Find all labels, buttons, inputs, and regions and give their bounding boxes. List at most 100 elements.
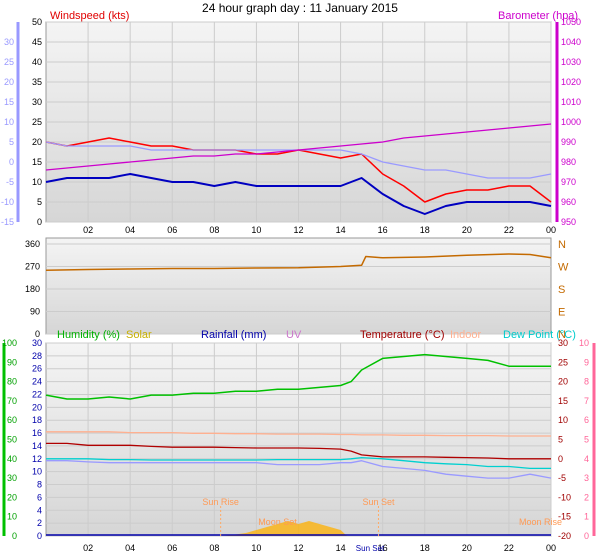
feel-tick-label: 15 xyxy=(4,97,14,107)
windavg-line xyxy=(45,173,552,215)
temp-tick-label: 15 xyxy=(558,396,568,406)
temp-tick-label: 5 xyxy=(558,435,563,445)
baro-tick-label: 980 xyxy=(561,157,576,167)
direction-compass-label: S xyxy=(558,284,565,296)
temp-tick-label: 0 xyxy=(558,454,563,464)
sunset-label: Sun Set xyxy=(362,497,395,507)
rain-tick-label: 24 xyxy=(32,377,42,387)
uv-tick-label: 5 xyxy=(584,435,589,445)
rain-tick-label: 30 xyxy=(32,338,42,348)
x-tick-label: 14 xyxy=(336,543,346,553)
temp-tick-label: -20 xyxy=(558,531,571,541)
baro-tick-label: 990 xyxy=(561,137,576,147)
rain-tick-label: 18 xyxy=(32,415,42,425)
sun-axis-label: Sun Set xyxy=(356,544,385,553)
wind-panel-series xyxy=(45,123,552,215)
x-tick-label: 08 xyxy=(209,225,219,235)
chart-title: 24 hour graph day : 11 January 2015 xyxy=(202,1,398,15)
windspeed-label: Windspeed (kts) xyxy=(50,10,129,22)
moonrise-label: Moon Rise xyxy=(519,517,562,527)
direction-tick-label: 270 xyxy=(25,262,40,272)
temperature-label: Temperature (°C) xyxy=(360,329,444,341)
rain-tick-label: 4 xyxy=(37,505,42,515)
baro-tick-label: 1000 xyxy=(561,117,581,127)
wind-tick-label: 5 xyxy=(37,197,42,207)
solar-area xyxy=(224,521,347,536)
moonset-label: Moon Set xyxy=(258,517,297,527)
direction-tick-label: 90 xyxy=(30,307,40,317)
feel-tick-label: 25 xyxy=(4,57,14,67)
humidity-tick-label: 90 xyxy=(7,357,17,367)
dewpoint-line xyxy=(46,456,551,470)
x-tick-label: 12 xyxy=(293,543,303,553)
feel-tick-label: -10 xyxy=(1,197,14,207)
uv-tick-label: 8 xyxy=(584,377,589,387)
feel-tick-label: -15 xyxy=(1,217,14,227)
x-tick-label: 14 xyxy=(336,225,346,235)
wind-tick-label: 15 xyxy=(32,157,42,167)
x-tick-label: 04 xyxy=(125,225,135,235)
wind-panel-ticks: 0510152025303540455095096097098099010001… xyxy=(1,17,581,235)
uv-tick-label: 7 xyxy=(584,396,589,406)
x-tick-label: 12 xyxy=(293,225,303,235)
humidity-panel-series xyxy=(45,353,552,536)
dewpoint-label: Dew Point (°C) xyxy=(503,329,576,341)
direction-tick-label: 360 xyxy=(25,239,40,249)
humidity-tick-label: 80 xyxy=(7,377,17,387)
rain-tick-label: 2 xyxy=(37,518,42,528)
temp-tick-label: -10 xyxy=(558,492,571,502)
wind-tick-label: 40 xyxy=(32,57,42,67)
direction-panel-series xyxy=(45,253,552,272)
sunrise-label: Sun Rise xyxy=(202,497,239,507)
x-tick-label: 00 xyxy=(546,225,556,235)
wind-tick-label: 25 xyxy=(32,117,42,127)
x-tick-label: 00 xyxy=(546,543,556,553)
humidity-line xyxy=(45,353,551,400)
rain-tick-label: 28 xyxy=(32,351,42,361)
x-tick-label: 06 xyxy=(167,543,177,553)
rain-tick-label: 22 xyxy=(32,389,42,399)
x-tick-label: 22 xyxy=(504,225,514,235)
humidity-label: Humidity (%) xyxy=(57,329,120,341)
feel-tick-label: 5 xyxy=(9,137,14,147)
humidity-tick-label: 70 xyxy=(7,396,17,406)
temp-tick-label: 10 xyxy=(558,415,568,425)
x-tick-label: 18 xyxy=(420,225,430,235)
humidity-tick-label: 60 xyxy=(7,415,17,425)
baro-tick-label: 1040 xyxy=(561,37,581,47)
temp-tick-label: -5 xyxy=(558,473,566,483)
direction-compass-label: E xyxy=(558,307,565,319)
uv-tick-label: 6 xyxy=(584,415,589,425)
rain-tick-label: 8 xyxy=(37,480,42,490)
uv-tick-label: 1 xyxy=(584,512,589,522)
direction-compass-label: N xyxy=(558,239,566,251)
humidity-tick-label: 100 xyxy=(2,338,17,348)
uv-tick-label: 2 xyxy=(584,492,589,502)
x-tick-label: 02 xyxy=(83,225,93,235)
wind-tick-label: 35 xyxy=(32,77,42,87)
temp-tick-label: -15 xyxy=(558,512,571,522)
temp_feel-line xyxy=(46,460,552,479)
direction-compass-label: N xyxy=(558,329,566,341)
rain-tick-label: 26 xyxy=(32,364,42,374)
x-tick-label: 20 xyxy=(462,225,472,235)
rain-tick-label: 6 xyxy=(37,492,42,502)
temperature-line xyxy=(46,442,551,460)
feel-tick-label: 30 xyxy=(4,37,14,47)
x-tick-label: 16 xyxy=(378,225,388,235)
indoor-line xyxy=(46,431,551,437)
humidity-tick-label: 50 xyxy=(7,435,17,445)
feel-tick-label: 10 xyxy=(4,117,14,127)
solar-label: Solar xyxy=(126,329,152,341)
rain-tick-label: 12 xyxy=(32,454,42,464)
wind-tick-label: 45 xyxy=(32,37,42,47)
rain-tick-label: 14 xyxy=(32,441,42,451)
humidity-tick-label: 20 xyxy=(7,492,17,502)
rainfall-label: Rainfall (mm) xyxy=(201,329,266,341)
uv-tick-label: 4 xyxy=(584,454,589,464)
barometer-label: Barometer (hpa) xyxy=(498,10,578,22)
rain-tick-label: 16 xyxy=(32,428,42,438)
